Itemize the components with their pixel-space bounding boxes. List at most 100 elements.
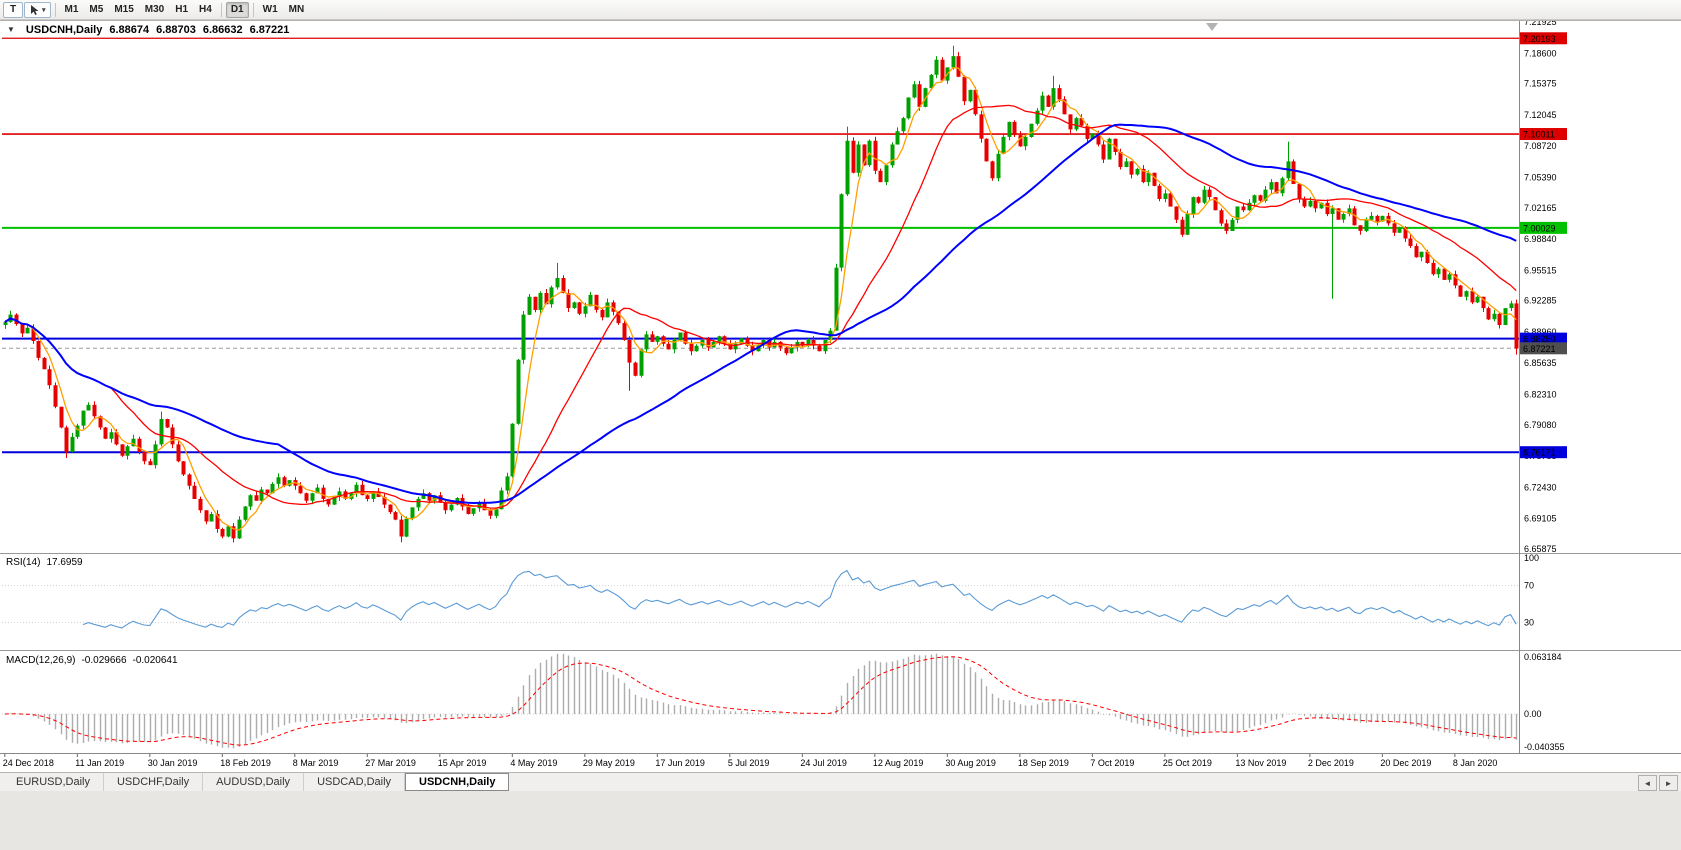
tab-audusd-daily[interactable]: AUDUSD,Daily [203, 773, 305, 791]
svg-text:7.18600: 7.18600 [1524, 48, 1557, 58]
ma-50-line [4, 123, 1517, 505]
macd-indicator-name: MACD(12,26,9) [6, 655, 76, 666]
svg-text:6.88960: 6.88960 [1524, 327, 1557, 337]
toolbar-divider [54, 2, 56, 17]
svg-text:29 May 2019: 29 May 2019 [583, 758, 635, 768]
svg-text:7.12045: 7.12045 [1524, 110, 1557, 120]
svg-text:11 Jan 2019: 11 Jan 2019 [75, 758, 124, 768]
rsi-axis-labels: 100 70 30 [1524, 553, 1539, 627]
hline-price-label[interactable] [1520, 128, 1567, 141]
chart-title: ▼ USDCNH,Daily 6.88674 6.88703 6.86632 6.8722… [7, 24, 289, 36]
svg-text:2 Dec 2019: 2 Dec 2019 [1308, 758, 1354, 768]
toolbar-divider [252, 2, 254, 17]
rsi-levels [2, 585, 1519, 623]
hline-price-label[interactable] [1520, 221, 1567, 234]
timeframe-m30-button[interactable]: M30 [140, 2, 169, 18]
svg-text:7.05390: 7.05390 [1524, 172, 1557, 182]
rsi-panel-label: RSI(14) 17.6959 [6, 557, 83, 568]
rsi-line [82, 569, 1517, 629]
svg-text:6.85635: 6.85635 [1524, 358, 1557, 368]
dropdown-caret-icon: ▾ [42, 6, 46, 14]
price-axis-labels: 7.21925 7.18600 7.15375 7.12045 7.08720 7.053… [1524, 17, 1557, 554]
macd-signal-line [4, 656, 1517, 746]
tab-scroll-left-button[interactable]: ◄ [1638, 775, 1657, 791]
svg-text:30 Jan 2019: 30 Jan 2019 [148, 758, 198, 768]
hline-price-label[interactable] [1520, 446, 1567, 459]
svg-text:7.08720: 7.08720 [1524, 141, 1557, 151]
tab-usdchf-daily[interactable]: USDCHF,Daily [104, 773, 204, 791]
svg-text:6.76171: 6.76171 [1523, 448, 1556, 458]
ma-20-line [4, 104, 1517, 509]
svg-text:24 Dec 2018: 24 Dec 2018 [3, 758, 54, 768]
svg-text:6.95515: 6.95515 [1524, 265, 1557, 275]
tab-scroll-right-button[interactable]: ► [1659, 775, 1678, 791]
svg-text:18 Sep 2019: 18 Sep 2019 [1018, 758, 1069, 768]
collapse-marker-icon[interactable]: ▼ [7, 25, 15, 34]
svg-text:7.00029: 7.00029 [1523, 223, 1556, 233]
macd-signal-value: -0.020641 [132, 655, 178, 666]
timeframe-h4-button[interactable]: H4 [194, 2, 217, 18]
svg-text:6.69105: 6.69105 [1524, 514, 1557, 524]
text-tool-button[interactable]: T [3, 1, 23, 18]
svg-text:30 Aug 2019: 30 Aug 2019 [945, 758, 996, 768]
chart-area[interactable]: 7.21925 7.18600 7.15375 7.12045 7.08720 7.053… [0, 0, 1681, 772]
svg-text:7.20193: 7.20193 [1523, 34, 1556, 44]
svg-text:25 Oct 2019: 25 Oct 2019 [1163, 758, 1212, 768]
timeframe-d1-button[interactable]: D1 [225, 1, 249, 18]
svg-text:7.21925: 7.21925 [1524, 17, 1557, 27]
price-line-labels[interactable]: 7.20193 7.10011 7.00029 6.88250 6.76171 [1520, 32, 1567, 459]
svg-text:100: 100 [1524, 553, 1539, 563]
ohlc-close: 6.87221 [249, 24, 290, 36]
tab-usdcnh-daily[interactable]: USDCNH,Daily [405, 773, 510, 791]
svg-text:12 Aug 2019: 12 Aug 2019 [873, 758, 924, 768]
macd-plot [4, 653, 1518, 749]
svg-text:18 Feb 2019: 18 Feb 2019 [220, 758, 271, 768]
horizontal-lines[interactable] [2, 37, 1519, 454]
ma-5-line [4, 67, 1517, 531]
macd-axis-labels: 0.063184 0.00 -0.040355 [1524, 652, 1565, 752]
toolbar: T ▾ M1 M5 M15 M30 H1 H4 D1 W1 MN [0, 0, 1681, 20]
moving-averages [4, 67, 1517, 531]
timeframe-h1-button[interactable]: H1 [170, 2, 193, 18]
macd-panel-label: MACD(12,26,9) -0.029666 -0.020641 [6, 655, 178, 666]
tab-eurusd-daily[interactable]: EURUSD,Daily [3, 773, 104, 791]
svg-text:8 Mar 2019: 8 Mar 2019 [293, 758, 339, 768]
svg-text:8 Jan 2020: 8 Jan 2020 [1453, 758, 1498, 768]
svg-text:7.10011: 7.10011 [1523, 130, 1555, 140]
tab-bar: EURUSD,Daily USDCHF,Daily AUDUSD,Daily U… [0, 772, 1681, 791]
timeframe-m5-button[interactable]: M5 [84, 2, 108, 18]
symbol-period-label: USDCNH,Daily [25, 24, 103, 36]
hline-price-label[interactable] [1520, 32, 1567, 45]
svg-text:6.79080: 6.79080 [1524, 420, 1557, 430]
window-background [0, 791, 1681, 850]
ohlc-open: 6.88674 [109, 24, 150, 36]
rsi-indicator-name: RSI(14) [6, 557, 41, 568]
timeframe-m1-button[interactable]: M1 [60, 2, 84, 18]
svg-text:30: 30 [1524, 617, 1534, 627]
svg-text:7.15375: 7.15375 [1524, 79, 1557, 89]
macd-histogram [9, 653, 1518, 749]
tab-usdcad-daily[interactable]: USDCAD,Daily [304, 773, 406, 791]
cursor-icon [31, 4, 39, 15]
cursor-tool-button[interactable]: ▾ [24, 1, 51, 18]
svg-text:6.82310: 6.82310 [1524, 389, 1557, 399]
ohlc-low: 6.86632 [202, 24, 243, 36]
svg-text:6.92285: 6.92285 [1524, 296, 1557, 306]
toolbar-divider [220, 2, 222, 17]
svg-text:27 Mar 2019: 27 Mar 2019 [365, 758, 416, 768]
svg-text:6.87221: 6.87221 [1523, 344, 1556, 354]
svg-text:7.02165: 7.02165 [1524, 203, 1557, 213]
current-price-label: 6.87221 [1520, 342, 1567, 355]
svg-text:4 May 2019: 4 May 2019 [510, 758, 557, 768]
timeframe-m15-button[interactable]: M15 [109, 2, 138, 18]
svg-text:6.98840: 6.98840 [1524, 234, 1557, 244]
svg-text:0.063184: 0.063184 [1524, 652, 1562, 662]
timeframe-mn-button[interactable]: MN [284, 2, 310, 18]
ohlc-high: 6.88703 [156, 24, 196, 36]
svg-text:6.72430: 6.72430 [1524, 482, 1557, 492]
hline-price-label[interactable] [1520, 332, 1567, 345]
rsi-plot [82, 569, 1517, 629]
macd-main-value: -0.029666 [81, 655, 127, 666]
svg-text:6.65875: 6.65875 [1524, 544, 1557, 554]
timeframe-w1-button[interactable]: W1 [258, 2, 283, 18]
